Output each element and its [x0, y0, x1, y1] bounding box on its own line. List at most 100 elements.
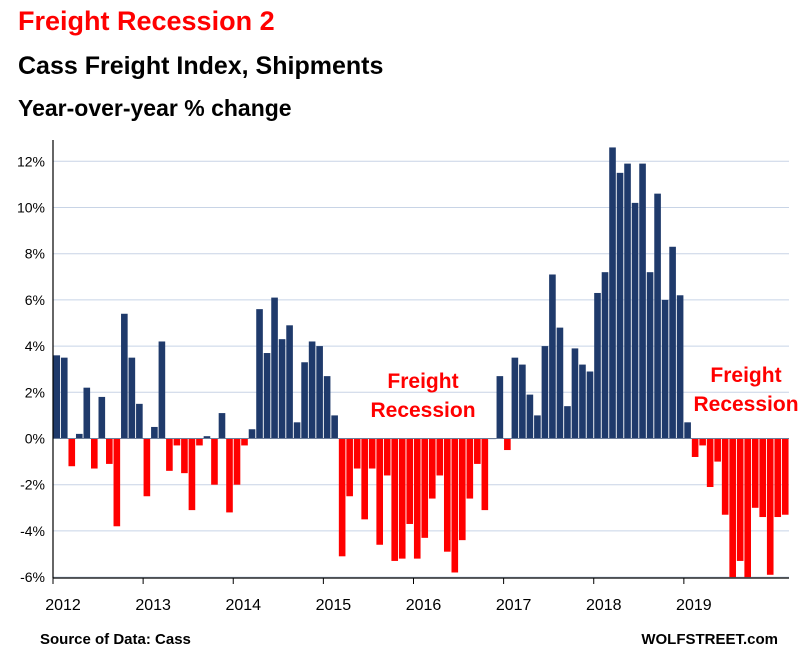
bar [706, 438, 714, 488]
bar [661, 299, 669, 439]
x-tick-label: 2015 [316, 597, 352, 614]
bar [774, 438, 782, 518]
x-tick-label: 2014 [225, 597, 261, 614]
bar [233, 438, 241, 485]
annotation-label: Freight [387, 370, 458, 393]
chart-subtitle-units: Year-over-year % change [18, 95, 292, 121]
bar [624, 163, 631, 439]
bar [241, 438, 248, 446]
bar [766, 438, 774, 575]
bar [181, 438, 188, 474]
bar [136, 403, 143, 439]
y-tick-label: -6% [20, 569, 45, 585]
bar [113, 438, 121, 527]
bar [121, 313, 128, 439]
source-note: Source of Data: Cass [40, 631, 191, 648]
bar [511, 357, 519, 439]
bar [338, 438, 346, 557]
y-tick-label: 12% [17, 153, 45, 169]
bar [556, 327, 564, 439]
bar [368, 438, 376, 469]
y-tick-label: 2% [25, 384, 45, 400]
bar [759, 438, 767, 518]
bar [188, 438, 196, 511]
bar [391, 438, 399, 561]
bar [143, 438, 151, 497]
bar [383, 438, 391, 476]
bar [323, 376, 331, 439]
bar [361, 438, 368, 520]
bar [676, 295, 684, 439]
bar [669, 246, 676, 439]
y-tick-label: -2% [20, 477, 45, 493]
bar [353, 438, 361, 469]
bar [293, 422, 301, 439]
bar [616, 172, 624, 439]
bar [474, 438, 481, 464]
annotations: Freight Recession Freight Recession [370, 364, 798, 422]
bar [594, 292, 601, 439]
y-tick-label: 10% [17, 200, 45, 216]
chart-subtitle: Cass Freight Index, Shipments [18, 52, 384, 80]
bar [549, 274, 556, 439]
bar [226, 438, 233, 513]
y-tick-label: 6% [25, 292, 45, 308]
bar [646, 272, 654, 439]
bar [271, 297, 278, 439]
bar [684, 422, 691, 439]
bar [586, 371, 594, 439]
y-axis-tick-labels: 12% 10% 8% 6% 4% 2% 0% -2% -4% -6% [17, 153, 45, 585]
bar [331, 415, 338, 439]
bar [639, 163, 646, 439]
bar [278, 339, 286, 439]
bar [571, 348, 579, 439]
bar [68, 438, 76, 467]
bar [443, 438, 451, 552]
x-tick-label: 2012 [45, 597, 81, 614]
bar [53, 355, 61, 439]
bar [436, 438, 444, 476]
bar [218, 413, 226, 439]
bar [106, 438, 113, 464]
bar [98, 396, 106, 439]
bar [579, 364, 586, 439]
bar [421, 438, 429, 538]
bar [601, 272, 609, 439]
bar [83, 387, 91, 439]
bar [714, 438, 721, 462]
bar [504, 438, 511, 451]
bar [736, 438, 744, 561]
y-tick-label: 8% [25, 246, 45, 262]
bar [459, 438, 466, 541]
bar [173, 438, 181, 446]
bar [751, 438, 759, 508]
annotation-label: Recession [693, 393, 798, 416]
bar [128, 357, 136, 439]
bar [376, 438, 383, 545]
bar [691, 438, 699, 457]
x-tick-label: 2016 [406, 597, 442, 614]
bar [60, 357, 68, 439]
bar [654, 193, 661, 439]
bar [519, 364, 526, 439]
bar [301, 362, 308, 439]
bar [481, 438, 489, 511]
x-tick-label: 2018 [586, 597, 622, 614]
bar [211, 438, 218, 485]
bar [263, 353, 271, 439]
bar [781, 438, 789, 515]
bar [609, 147, 616, 439]
annotation-label: Recession [370, 399, 475, 422]
bar [466, 438, 474, 499]
bars [53, 147, 789, 578]
x-tick-label: 2013 [135, 597, 171, 614]
bar [346, 438, 353, 497]
bar [541, 346, 549, 439]
x-tick-label: 2019 [676, 597, 712, 614]
bar [248, 429, 256, 439]
bar [729, 438, 736, 578]
bar [256, 309, 263, 439]
bar [286, 325, 293, 439]
bar [406, 438, 414, 524]
bar [699, 438, 706, 446]
